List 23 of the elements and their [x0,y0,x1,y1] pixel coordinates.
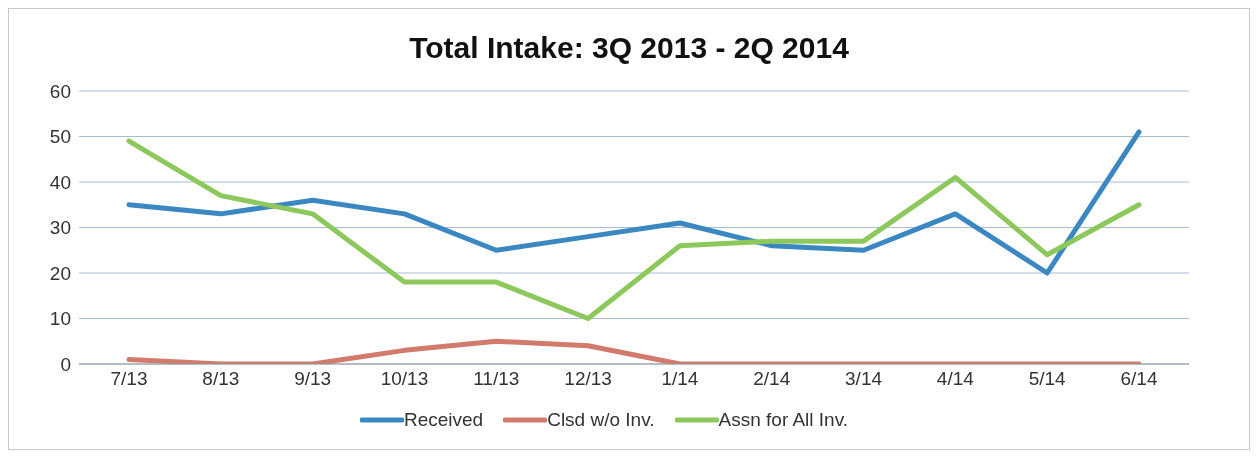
x-tick-label: 2/14 [753,368,791,390]
y-tick-label: 60 [49,80,71,102]
y-tick-label: 40 [49,171,71,193]
y-tick-label: 0 [60,353,71,375]
y-tick-label: 20 [49,262,71,284]
legend-label: Clsd w/o Inv. [547,409,655,431]
x-tick-label: 12/13 [564,368,612,390]
legend-label: Received [403,409,484,431]
x-tick-label: 10/13 [380,368,429,390]
x-tick-label: 8/13 [202,368,240,390]
y-tick-label: 30 [49,217,71,239]
x-tick-label: 4/14 [936,368,975,390]
y-tick-label: 10 [49,308,71,330]
x-tick-label: 5/14 [1028,368,1067,390]
legend-label: Assn for All Inv. [718,409,849,431]
x-tick-label: 1/14 [661,368,699,390]
x-tick-label: 11/13 [473,368,520,390]
x-tick-label: 7/13 [110,368,148,390]
x-tick-label: 3/14 [845,368,883,390]
x-tick-label: 6/14 [1120,368,1158,390]
y-tick-label: 50 [49,126,71,148]
chart-title: Total Intake: 3Q 2013 - 2Q 2014 [408,31,850,66]
x-tick-label: 9/13 [294,368,332,390]
